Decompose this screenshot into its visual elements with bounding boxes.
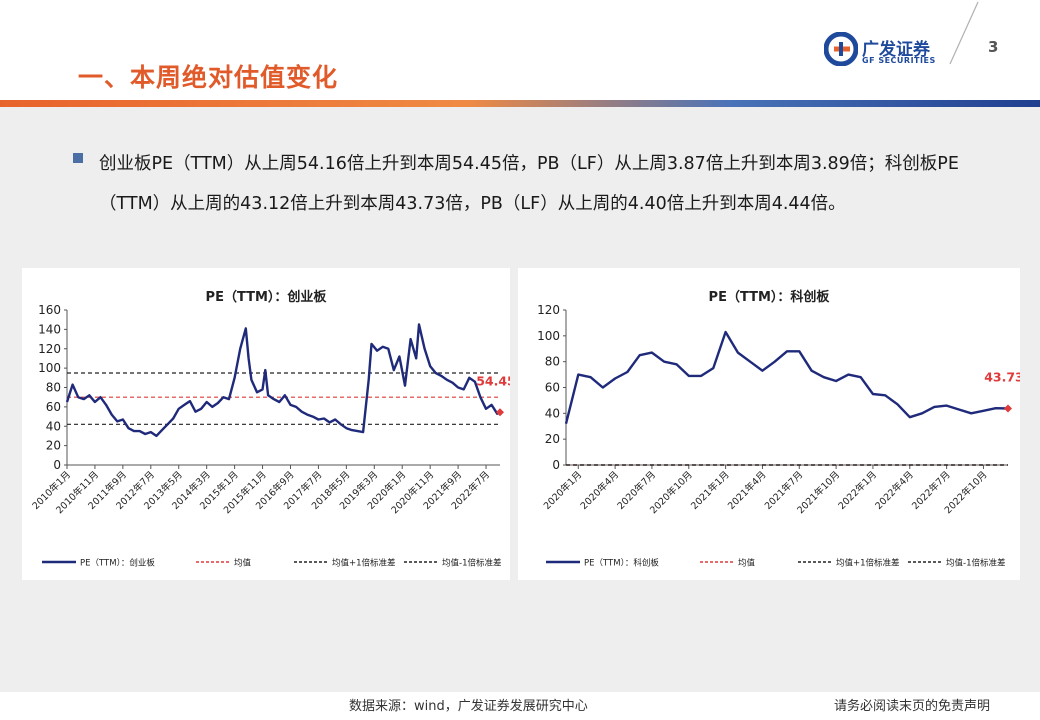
disclaimer-note: 请务必阅读末页的免责声明: [834, 699, 991, 714]
data-label: 43.73: [984, 370, 1020, 385]
bullet-square-icon: [73, 153, 83, 163]
x-tick-label: 2021年4月: [725, 469, 768, 512]
y-tick-label: 40: [545, 406, 560, 420]
y-tick-label: 100: [38, 361, 61, 375]
header-color-bar: [0, 100, 1040, 107]
y-tick-label: 0: [552, 458, 560, 472]
legend-label: PE（TTM）：科创板: [584, 558, 659, 569]
y-tick-label: 0: [53, 458, 61, 472]
y-tick-label: 120: [537, 303, 560, 317]
x-tick-label: 2022年4月: [873, 469, 916, 512]
legend-label: 均值+1倍标准差: [332, 558, 396, 569]
legend-label: 均值: [738, 558, 756, 569]
y-tick-label: 120: [38, 342, 61, 356]
y-tick-label: 80: [545, 355, 560, 369]
series-line: [65, 323, 501, 438]
legend-label: PE（TTM）：创业板: [80, 558, 155, 569]
logo-text-cn: 广发证券: [862, 40, 930, 60]
gf-logo-icon: [824, 32, 858, 66]
series-line: [564, 330, 1009, 424]
chart-star-pe: PE（TTM）：科创板 0 20 40 60 80 100 120 2020年1月 2020年4…: [518, 268, 1024, 580]
data-source-note: 数据来源：wind，广发证券发展研究中心: [349, 699, 588, 714]
legend-label: 均值+1倍标准差: [836, 558, 900, 569]
chart-title: PE（TTM）：创业板: [205, 290, 327, 305]
divider-slash: [949, 1, 979, 65]
y-tick-label: 20: [545, 432, 560, 446]
data-label: 54.45: [476, 373, 510, 388]
legend-label: 均值-1倍标准差: [442, 558, 501, 569]
slide-header: 一、本周绝对估值变化 广发证券 GF SECURITIES 3: [0, 0, 1040, 100]
chart-chinext-pe: PE（TTM）：创业板 0 20 40 60 80 100 120 140 160 2010年1月…: [22, 268, 516, 580]
y-tick-label: 40: [46, 419, 61, 433]
x-tick-label: 2022年1月: [836, 469, 879, 512]
company-logo: 广发证券 GF SECURITIES: [824, 30, 944, 70]
legend-label: 均值-1倍标准差: [946, 558, 1005, 569]
y-tick-label: 100: [537, 329, 560, 343]
y-tick-label: 160: [38, 303, 61, 317]
y-tick-label: 60: [46, 400, 61, 414]
y-tick-label: 140: [38, 322, 61, 336]
summary-text: 创业板PE（TTM）从上周54.16倍上升到本周54.45倍，PB（LF）从上周…: [99, 154, 959, 214]
logo-text-en: GF SECURITIES: [862, 56, 936, 65]
y-tick-label: 20: [46, 439, 61, 453]
y-tick-label: 80: [46, 381, 61, 395]
x-tick-label: 2020年4月: [578, 469, 621, 512]
end-point-marker: [496, 408, 504, 417]
x-tick-label: 2020年1月: [541, 469, 584, 512]
chart-svg-star: 0204060801001202020年1月2020年4月2020年7月2020…: [537, 303, 1024, 569]
legend-label: 均值: [234, 558, 252, 569]
page-number: 3: [988, 38, 999, 56]
chart-svg-chinext: 0204060801001201401602010年1月2010年11月2011…: [30, 303, 516, 569]
chart-title: PE（TTM）：科创板: [708, 290, 830, 305]
x-tick-label: 2021年1月: [688, 469, 731, 512]
y-tick-label: 60: [545, 381, 560, 395]
end-point-marker: [1004, 404, 1012, 413]
page-title: 一、本周绝对估值变化: [78, 63, 339, 92]
